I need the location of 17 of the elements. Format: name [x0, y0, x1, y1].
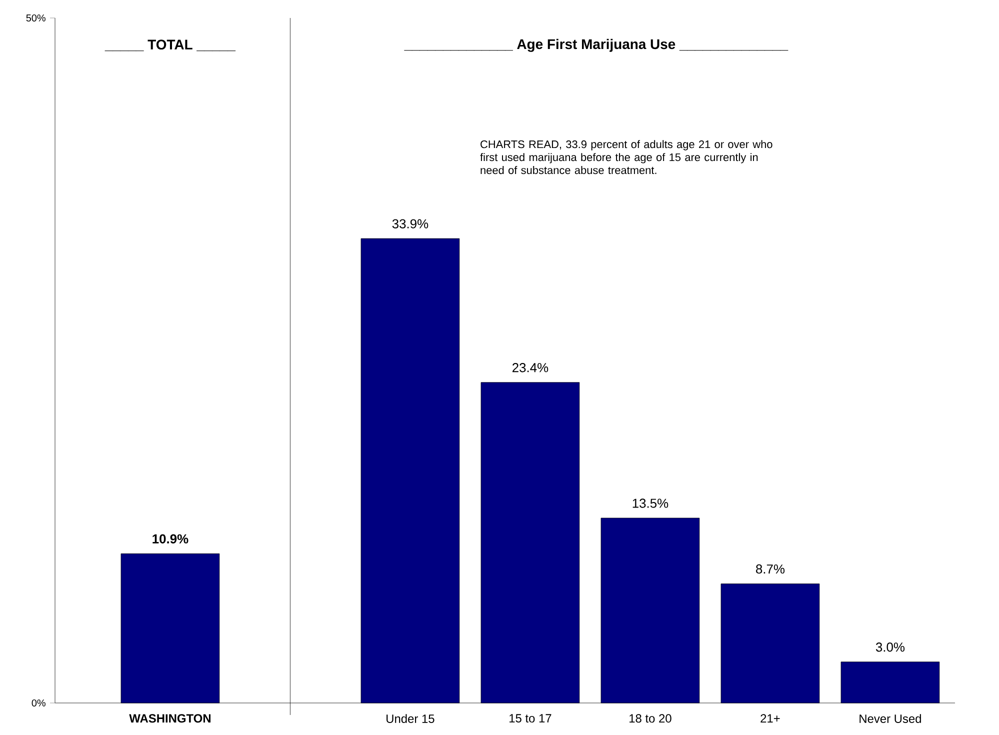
x-tick-label: 21+ — [760, 714, 780, 723]
annotation: _____ TOTAL _____ — [104, 40, 236, 52]
data-label: 3.0% — [876, 642, 905, 652]
data-label: 8.7% — [756, 564, 785, 574]
y-tick-label: 0% — [32, 699, 46, 707]
annotation: ______________ Age First Marijuana Use ______________ — [404, 38, 788, 52]
x-tick-label: Never Used — [860, 714, 921, 723]
x-tick-label: 15 to 17 — [510, 714, 552, 723]
y-tick-label: 50% — [26, 14, 46, 22]
data-label: 13.5% — [632, 498, 668, 508]
data-label: 10.9% — [152, 534, 188, 544]
x-tick-label: 18 to 20 — [630, 714, 672, 723]
x-tick-label: WASHINGTON — [129, 714, 210, 723]
annotation: CHARTS READ, 33.9 percent of adults age 21 or over who first used marijuana before the age of 15 are currently in need of substance abuse treatment. — [480, 140, 772, 174]
data-label: 23.4% — [512, 363, 548, 372]
x-tick-label: Under 15 — [386, 714, 434, 723]
data-label: 33.9% — [392, 219, 428, 228]
